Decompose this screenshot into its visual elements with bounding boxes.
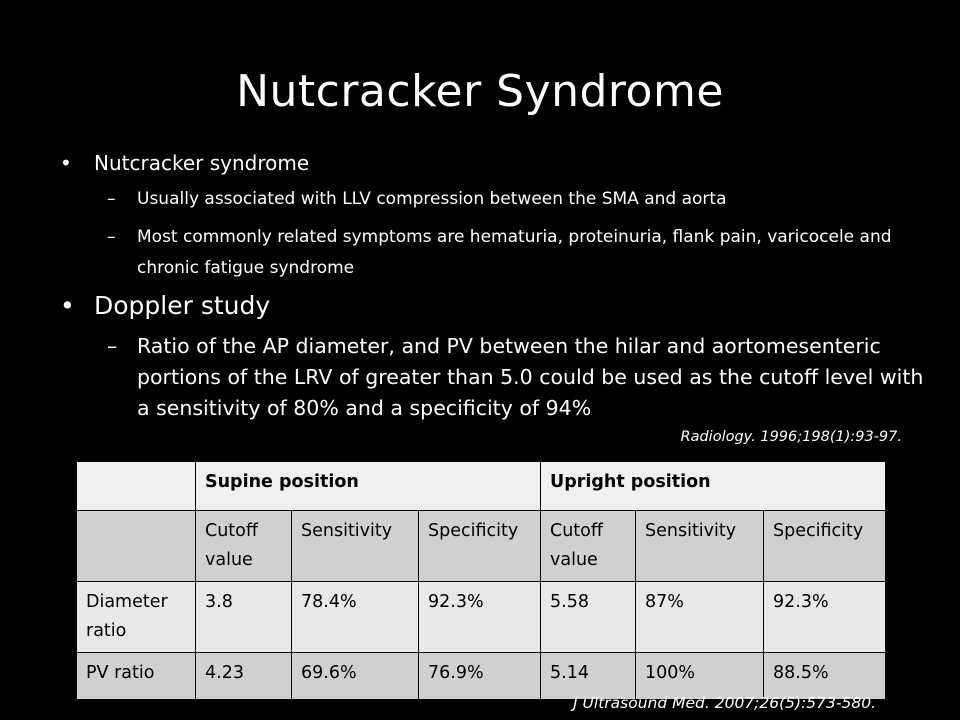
doppler-results-table: Supine position Upright position Cutoff …: [76, 461, 886, 700]
table-cell: 76.9%: [418, 652, 541, 700]
table-cell: 92.3%: [763, 581, 886, 653]
group-header-supine: Supine position: [195, 461, 541, 511]
table-cell: 4.23: [195, 652, 292, 700]
table-cell: 5.58: [540, 581, 636, 653]
table-cell: 5.14: [540, 652, 636, 700]
column-header-sensitivity: Sensitivity: [635, 510, 764, 582]
table-group-header-row: Supine position Upright position: [76, 461, 886, 511]
table-cell: 88.5%: [763, 652, 886, 700]
subitem-text: Most commonly related symptoms are hemat…: [137, 227, 892, 278]
bullet-marker: •: [60, 151, 72, 175]
table-cell-empty: [76, 510, 196, 582]
group-header-upright: Upright position: [540, 461, 886, 511]
dash-marker: –: [107, 227, 116, 247]
slide-title: Nutcracker Syndrome: [236, 66, 724, 117]
citation-radiology: Radiology. 1996;198(1):93-97.: [680, 429, 902, 445]
citation-ultrasound: J Ultrasound Med. 2007;26(5):573-580.: [573, 694, 876, 712]
table-row: PV ratio 4.23 69.6% 76.9% 5.14 100% 88.5…: [76, 652, 886, 700]
table-cell: 78.4%: [291, 581, 419, 653]
table-cell: 100%: [635, 652, 764, 700]
table-cell-empty: [76, 461, 196, 511]
row-label: Diameter ratio: [76, 581, 196, 653]
column-header-sensitivity: Sensitivity: [291, 510, 419, 582]
column-header-cutoff: Cutoff value: [195, 510, 292, 582]
column-header-specificity: Specificity: [763, 510, 886, 582]
table-column-header-row: Cutoff value Sensitivity Specificity Cut…: [76, 510, 886, 582]
table-cell: 69.6%: [291, 652, 419, 700]
subitem-text: Usually associated with LLV compression …: [137, 189, 727, 209]
bullet-text: Doppler study: [94, 291, 271, 320]
table-cell: 3.8: [195, 581, 292, 653]
table-cell: 87%: [635, 581, 764, 653]
table-cell: 92.3%: [418, 581, 541, 653]
column-header-cutoff: Cutoff value: [540, 510, 636, 582]
row-label: PV ratio: [76, 652, 196, 700]
dash-marker: –: [107, 189, 116, 209]
dash-marker: –: [107, 334, 118, 358]
bullet-marker: •: [60, 291, 75, 320]
column-header-specificity: Specificity: [418, 510, 541, 582]
table-row: Diameter ratio 3.8 78.4% 92.3% 5.58 87% …: [76, 581, 886, 653]
bullet-text: Nutcracker syndrome: [94, 151, 310, 175]
subitem-text: Ratio of the AP diameter, and PV between…: [137, 334, 924, 420]
